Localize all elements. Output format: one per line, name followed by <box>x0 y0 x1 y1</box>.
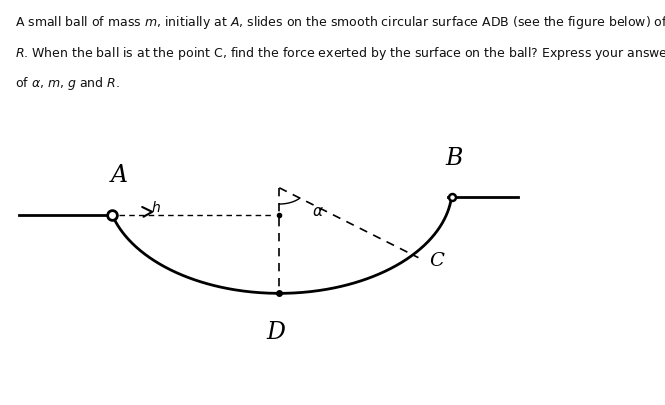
Text: $h$: $h$ <box>150 199 160 214</box>
Text: $\alpha$: $\alpha$ <box>312 203 324 218</box>
Text: A: A <box>110 164 128 186</box>
Text: C: C <box>430 251 444 269</box>
Text: B: B <box>446 147 463 170</box>
Text: D: D <box>267 320 285 343</box>
Text: A small ball of mass $m$, initially at $A$, slides on the smooth circular surfac: A small ball of mass $m$, initially at $… <box>15 14 665 31</box>
Text: $R$. When the ball is at the point C, find the force exerted by the surface on t: $R$. When the ball is at the point C, fi… <box>15 45 665 62</box>
Text: of $\alpha$, $m$, $g$ and $R$.: of $\alpha$, $m$, $g$ and $R$. <box>15 75 120 92</box>
